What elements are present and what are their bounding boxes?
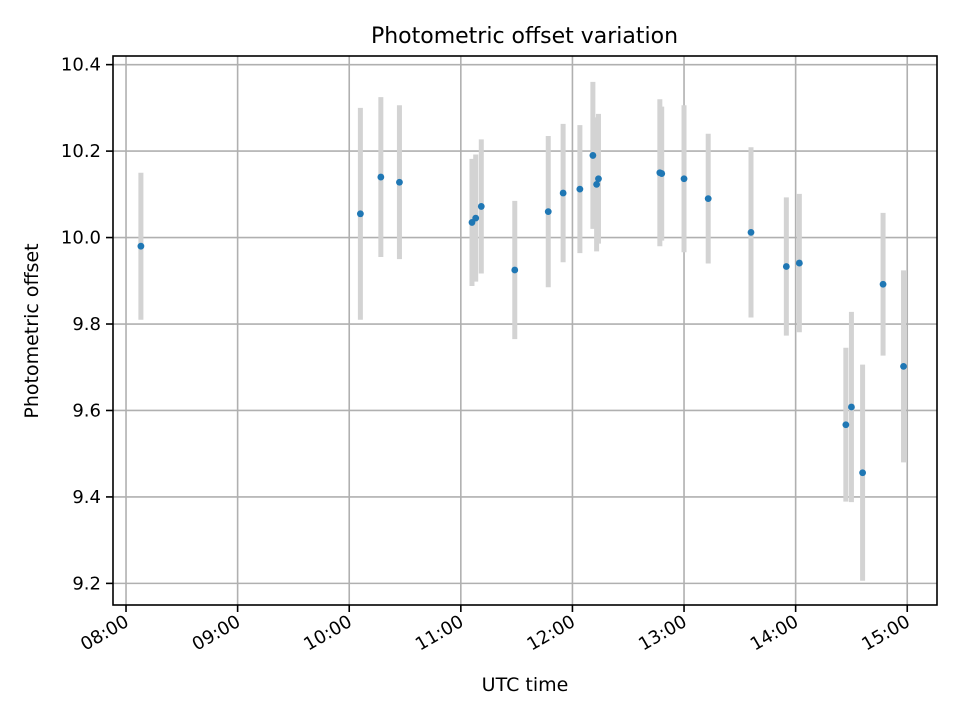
y-tick-label: 9.6 bbox=[72, 400, 101, 421]
x-tick-label: 09:00 bbox=[189, 611, 244, 655]
data-point bbox=[782, 263, 790, 270]
data-point bbox=[472, 214, 480, 222]
data-point bbox=[859, 469, 866, 477]
data-point bbox=[589, 152, 597, 159]
data-point bbox=[396, 178, 403, 186]
y-tick-label: 10.0 bbox=[61, 228, 101, 249]
x-tick-label: 12:00 bbox=[524, 611, 579, 655]
x-axis-ticks: 08:00 09:00 10:00 11:00 12:00 13:00 14:00 15:00 bbox=[77, 605, 914, 655]
y-tick-label: 10.4 bbox=[61, 55, 101, 76]
data-point bbox=[900, 362, 907, 370]
x-tick-label: 15:00 bbox=[858, 611, 913, 655]
data-points bbox=[137, 152, 907, 477]
y-tick-label: 10.2 bbox=[61, 141, 101, 162]
x-tick-label: 08:00 bbox=[77, 611, 132, 655]
x-axis-label: UTC time bbox=[482, 674, 569, 696]
data-point bbox=[680, 175, 688, 183]
data-point bbox=[595, 175, 602, 183]
y-tick-label: 9.4 bbox=[72, 487, 101, 508]
plot-frame bbox=[112, 55, 938, 606]
data-point bbox=[559, 189, 567, 197]
y-gridlines bbox=[113, 63, 937, 585]
error-bars bbox=[138, 81, 907, 581]
data-point bbox=[593, 180, 601, 188]
data-point bbox=[137, 242, 145, 250]
data-point bbox=[842, 421, 850, 429]
y-tick-label: 9.2 bbox=[72, 573, 101, 594]
data-point bbox=[848, 403, 855, 411]
data-point bbox=[511, 266, 519, 274]
data-point bbox=[576, 185, 584, 193]
x-tick-label: 13:00 bbox=[635, 611, 690, 655]
x-tick-label: 14:00 bbox=[747, 611, 802, 655]
data-point bbox=[377, 173, 385, 181]
chart-title: Photometric offset variation bbox=[371, 24, 678, 49]
data-point bbox=[879, 280, 887, 288]
data-point bbox=[795, 259, 803, 267]
data-point bbox=[356, 210, 364, 218]
data-point bbox=[658, 170, 666, 177]
data-point bbox=[704, 195, 712, 203]
data-point bbox=[544, 208, 552, 216]
data-point bbox=[747, 228, 755, 236]
y-axis-label: Photometric offset bbox=[21, 243, 43, 418]
x-tick-label: 11:00 bbox=[412, 611, 467, 655]
x-tick-label: 10:00 bbox=[300, 611, 355, 655]
y-tick-label: 9.8 bbox=[72, 314, 101, 335]
data-point bbox=[477, 203, 485, 210]
y-axis-ticks: 9.2 9.4 9.6 9.8 10.0 10.2 10.4 bbox=[61, 55, 113, 594]
